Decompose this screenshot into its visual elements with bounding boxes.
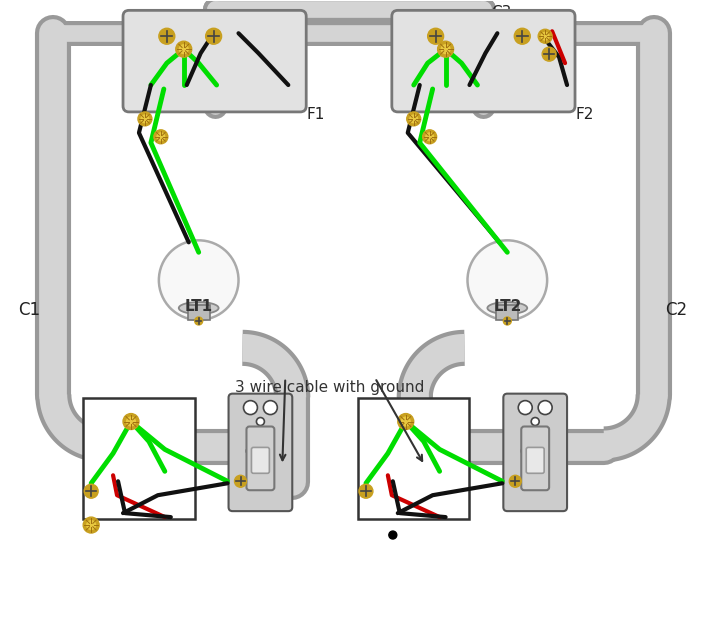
Circle shape bbox=[359, 484, 373, 498]
FancyBboxPatch shape bbox=[252, 447, 269, 473]
Circle shape bbox=[141, 115, 148, 123]
Text: C: C bbox=[519, 447, 526, 457]
Circle shape bbox=[423, 130, 437, 144]
Text: C4: C4 bbox=[491, 29, 512, 43]
Circle shape bbox=[402, 417, 410, 426]
Circle shape bbox=[194, 317, 203, 325]
FancyBboxPatch shape bbox=[228, 394, 292, 511]
FancyBboxPatch shape bbox=[503, 394, 567, 511]
Circle shape bbox=[410, 115, 418, 123]
Text: LT2: LT2 bbox=[493, 299, 522, 314]
Circle shape bbox=[389, 531, 397, 539]
Circle shape bbox=[426, 133, 433, 140]
Bar bbox=[358, 398, 469, 519]
Text: C: C bbox=[245, 447, 251, 457]
Text: F2: F2 bbox=[575, 107, 593, 122]
Circle shape bbox=[176, 41, 192, 57]
Circle shape bbox=[243, 401, 257, 415]
Text: F1: F1 bbox=[306, 107, 325, 122]
Text: C3: C3 bbox=[491, 5, 512, 20]
Circle shape bbox=[154, 130, 168, 144]
Circle shape bbox=[438, 41, 454, 57]
Circle shape bbox=[83, 517, 99, 533]
Circle shape bbox=[542, 32, 549, 40]
Circle shape bbox=[235, 475, 247, 487]
FancyBboxPatch shape bbox=[392, 10, 575, 112]
Circle shape bbox=[257, 418, 264, 425]
FancyBboxPatch shape bbox=[123, 10, 306, 112]
FancyBboxPatch shape bbox=[247, 427, 274, 490]
Bar bbox=[83, 398, 194, 519]
Circle shape bbox=[159, 28, 175, 44]
Circle shape bbox=[514, 28, 530, 44]
Circle shape bbox=[538, 29, 552, 43]
Circle shape bbox=[398, 413, 414, 430]
Text: C1: C1 bbox=[18, 301, 40, 319]
Circle shape bbox=[87, 520, 95, 529]
Circle shape bbox=[503, 317, 511, 325]
Circle shape bbox=[542, 47, 556, 61]
Circle shape bbox=[531, 418, 539, 425]
Circle shape bbox=[509, 475, 521, 487]
FancyBboxPatch shape bbox=[526, 447, 544, 473]
FancyBboxPatch shape bbox=[496, 305, 518, 320]
Circle shape bbox=[206, 28, 221, 44]
Circle shape bbox=[84, 484, 98, 498]
FancyBboxPatch shape bbox=[521, 427, 549, 490]
Circle shape bbox=[123, 413, 139, 430]
Ellipse shape bbox=[487, 302, 527, 314]
FancyBboxPatch shape bbox=[188, 305, 210, 320]
Ellipse shape bbox=[179, 302, 218, 314]
Circle shape bbox=[441, 45, 450, 54]
Circle shape bbox=[157, 133, 165, 140]
Text: C2: C2 bbox=[665, 301, 688, 319]
Circle shape bbox=[407, 112, 421, 126]
Circle shape bbox=[159, 240, 238, 320]
Circle shape bbox=[264, 401, 277, 415]
Text: 3 wire cable with ground: 3 wire cable with ground bbox=[235, 380, 425, 395]
Circle shape bbox=[467, 240, 547, 320]
Circle shape bbox=[428, 28, 443, 44]
Circle shape bbox=[538, 401, 552, 415]
Circle shape bbox=[138, 112, 152, 126]
Circle shape bbox=[127, 417, 135, 426]
Circle shape bbox=[518, 401, 532, 415]
Text: LT1: LT1 bbox=[185, 299, 213, 314]
Circle shape bbox=[180, 45, 188, 54]
